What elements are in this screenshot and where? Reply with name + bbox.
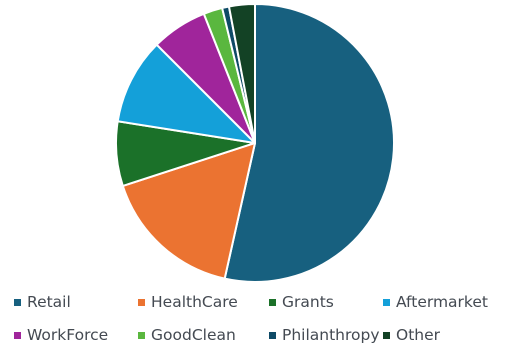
legend-swatch xyxy=(14,298,21,306)
legend-swatch xyxy=(138,331,145,339)
legend-label: WorkForce xyxy=(27,326,109,344)
legend-item-grants: Grants xyxy=(269,293,334,311)
legend-label: Philanthropy xyxy=(282,326,380,344)
legend-swatch xyxy=(383,298,390,306)
legend-item-workforce: WorkForce xyxy=(14,326,108,344)
legend-swatch xyxy=(269,331,276,339)
pie-slice-other xyxy=(227,2,256,144)
legend-item-other: Other xyxy=(383,326,440,344)
legend-swatch xyxy=(383,331,390,339)
legend-item-aftermarket: Aftermarket xyxy=(383,293,488,311)
legend-item-healthcare: HealthCare xyxy=(138,293,238,311)
pie-slice-healthcare xyxy=(121,142,256,280)
legend-label: Other xyxy=(396,326,441,344)
legend-label: Aftermarket xyxy=(396,293,488,311)
legend-item-philanthropy: Philanthropy xyxy=(269,326,380,344)
pie-slice-retail xyxy=(223,3,395,283)
legend: Retail HealthCare Grants Aftermarket Wor… xyxy=(0,283,505,350)
legend-label: HealthCare xyxy=(151,293,238,311)
legend-label: Grants xyxy=(282,293,334,311)
legend-item-goodclean: GoodClean xyxy=(138,326,236,344)
legend-label: GoodClean xyxy=(151,326,236,344)
legend-swatch xyxy=(138,298,145,306)
legend-item-retail: Retail xyxy=(14,293,71,311)
legend-swatch xyxy=(14,331,21,339)
pie-plot xyxy=(115,2,395,283)
pie-slice-aftermarket xyxy=(116,43,256,144)
legend-swatch xyxy=(269,298,276,306)
legend-label: Retail xyxy=(27,293,71,311)
